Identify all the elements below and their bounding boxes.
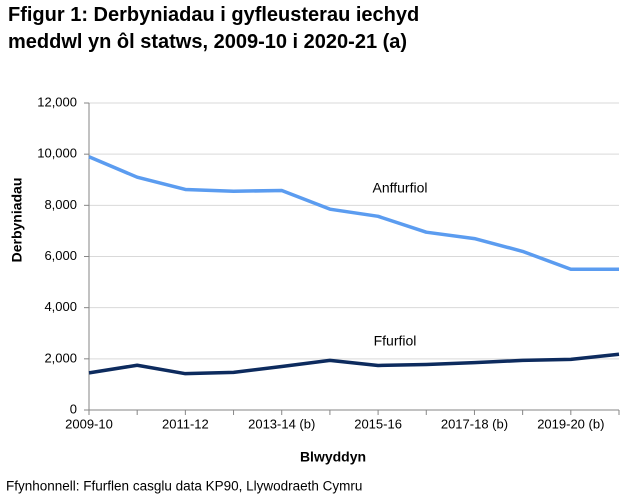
x-tick-label: 2011-12 <box>162 416 209 431</box>
series-line <box>88 352 620 376</box>
y-tick-label: 6,000 <box>44 248 77 263</box>
y-tick-label: 10,000 <box>37 146 77 161</box>
source-note: Ffynhonnell: Ffurflen casglu data KP90, … <box>6 479 362 494</box>
series-label: Ffurfiol <box>374 333 417 349</box>
y-axis-label: Derbyniadau <box>9 178 25 263</box>
y-tick-label: 2,000 <box>44 350 77 365</box>
series-line <box>88 155 619 272</box>
y-tick-label: 12,000 <box>37 94 77 109</box>
chart-title: Ffigur 1: Derbyniadau i gyfleusterau iec… <box>8 4 420 53</box>
x-tick-label: 2013-14 (b) <box>248 416 315 431</box>
y-tick-label: 8,000 <box>44 197 77 212</box>
y-tick-label: 0 <box>70 401 77 416</box>
x-tick-label: 2019-20 (b) <box>537 416 604 431</box>
x-tick-label: 2015-16 <box>354 416 402 431</box>
x-tick-label: 2009-10 <box>65 416 113 431</box>
x-axis-label: Blwyddyn <box>300 449 366 465</box>
series-label: Anffurfiol <box>373 180 428 196</box>
x-tick-label: 2017-18 (b) <box>441 416 508 431</box>
y-tick-label: 4,000 <box>44 299 77 314</box>
